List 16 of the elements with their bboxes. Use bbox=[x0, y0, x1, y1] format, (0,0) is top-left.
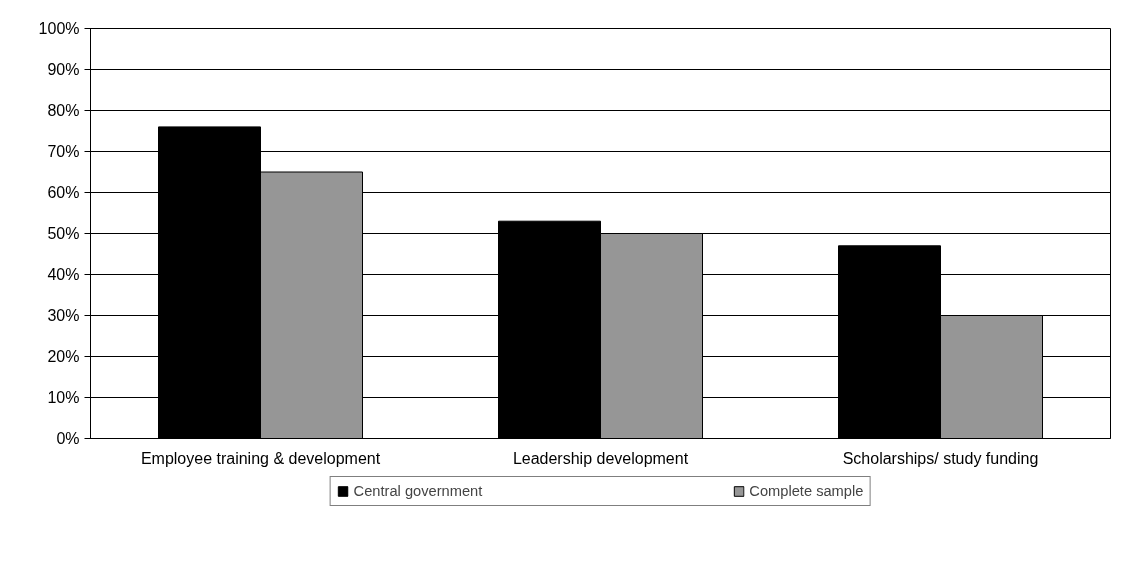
x-tick-label: Scholarships/ study funding bbox=[842, 449, 1039, 467]
x-tick-label: Employee training & development bbox=[140, 449, 381, 467]
y-tick-label: 10% bbox=[47, 389, 80, 406]
legend-label: Central government bbox=[353, 483, 483, 499]
y-tick-label: 50% bbox=[47, 225, 80, 242]
y-tick-label: 0% bbox=[56, 430, 80, 447]
y-tick-label: 70% bbox=[47, 143, 80, 160]
y-tick-label: 90% bbox=[47, 61, 80, 78]
y-tick-label: 40% bbox=[47, 266, 80, 283]
y-tick-label: 100% bbox=[38, 20, 80, 37]
x-tick-label: Leadership development bbox=[512, 449, 689, 467]
y-tick-label: 30% bbox=[47, 307, 80, 324]
y-tick-label: 80% bbox=[47, 102, 80, 119]
legend-label: Complete sample bbox=[749, 483, 864, 499]
y-tick-label: 20% bbox=[47, 348, 80, 365]
y-tick-label: 60% bbox=[47, 184, 80, 201]
